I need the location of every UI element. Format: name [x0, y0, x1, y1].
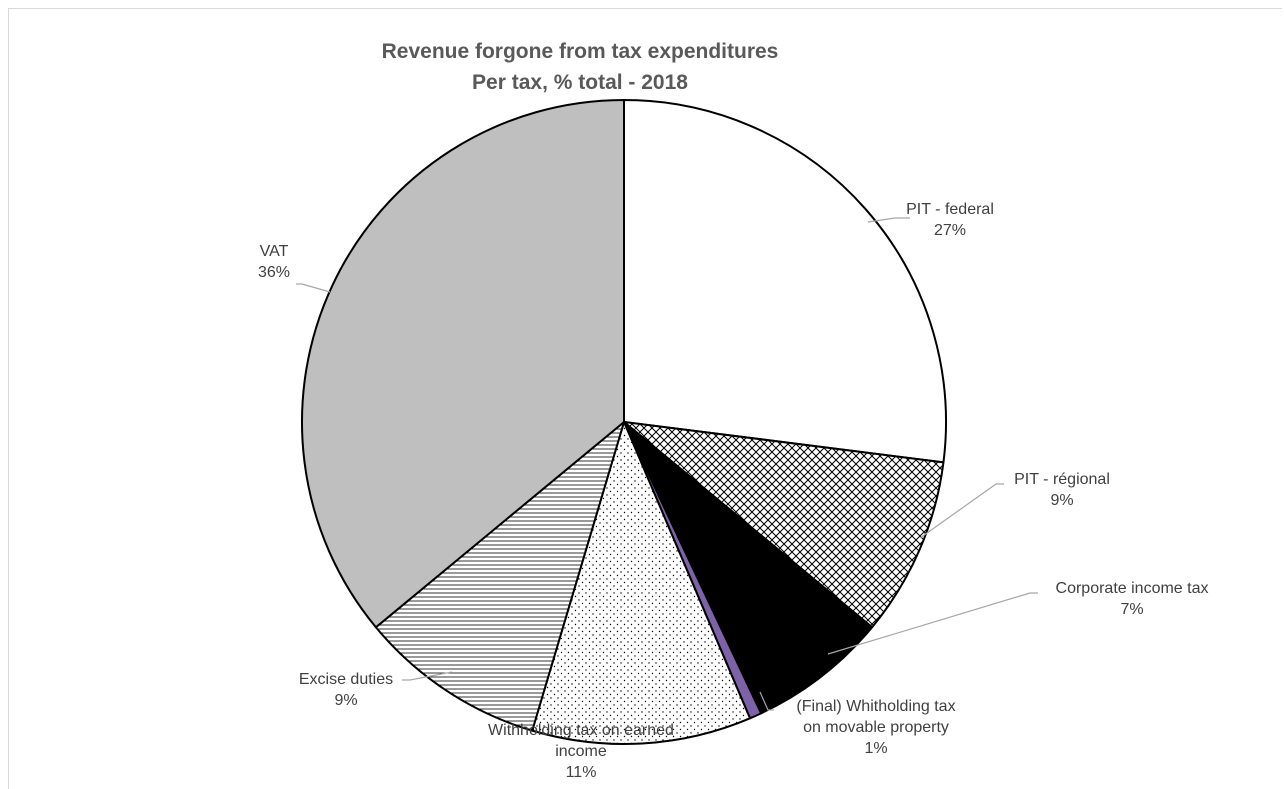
- leader-line-excise-duties: [402, 671, 453, 681]
- slice-percent-pit-regional: 9%: [1050, 492, 1073, 509]
- chart-subtitle: Per tax, % total - 2018: [472, 71, 688, 94]
- slice-name-corporate-income-tax: Corporate income tax: [1056, 580, 1209, 597]
- leader-line-pit-federal: [867, 217, 910, 223]
- slice-name-withholding-tax-earned-income: Withholding tax on earned: [488, 722, 674, 739]
- slice-label-pit-regional: PIT - régional 9%: [1014, 471, 1110, 509]
- leader-line-final-withholding-tax: [759, 691, 774, 711]
- slice-name-final-withholding-tax: on movable property: [803, 719, 949, 736]
- leader-line-corporate-income-tax: [827, 592, 1038, 655]
- slice-label-final-withholding-tax: (Final) Whitholding tax on movable proper…: [796, 698, 955, 757]
- slice-name-final-withholding-tax: (Final) Whitholding tax: [796, 698, 955, 715]
- leader-line-pit-regional: [919, 483, 1004, 539]
- chart-title: Revenue forgone from tax expenditures: [382, 40, 779, 63]
- chart-frame: [8, 8, 1282, 789]
- slice-name-pit-federal: PIT - federal: [906, 201, 994, 218]
- slice-percent-vat: 36%: [258, 264, 290, 281]
- slice-label-excise-duties: Excise duties 9%: [299, 671, 393, 709]
- slice-label-vat: VAT 36%: [258, 243, 290, 281]
- slice-percent-corporate-income-tax: 7%: [1120, 601, 1143, 618]
- slice-name-vat: VAT: [260, 243, 289, 260]
- pie-slice-excise-duties: [374, 421, 625, 732]
- pie-slice-pit-federal: [623, 99, 947, 464]
- slice-label-corporate-income-tax: Corporate income tax 7%: [1056, 580, 1209, 618]
- pie-slice-pit-regional: [623, 421, 945, 629]
- pie-slice-vat: [300, 99, 625, 629]
- leader-line-vat: [296, 283, 331, 293]
- slice-label-withholding-tax-earned-income: Withholding tax on earned income 11%: [488, 722, 674, 781]
- slice-label-pit-federal: PIT - federal 27%: [906, 201, 994, 239]
- slice-percent-withholding-tax-earned-income: 11%: [566, 764, 597, 781]
- slice-name-excise-duties: Excise duties: [299, 671, 393, 688]
- pie-slice-corporate-income-tax: [623, 421, 874, 715]
- slice-percent-final-withholding-tax: 1%: [864, 740, 887, 757]
- slice-name-pit-regional: PIT - régional: [1014, 471, 1110, 488]
- pie-slice-withholding-tax-earned-income: [531, 421, 752, 745]
- slice-name-withholding-tax-earned-income: income: [555, 743, 607, 760]
- slice-percent-excise-duties: 9%: [334, 692, 357, 709]
- slice-percent-pit-federal: 27%: [934, 222, 966, 239]
